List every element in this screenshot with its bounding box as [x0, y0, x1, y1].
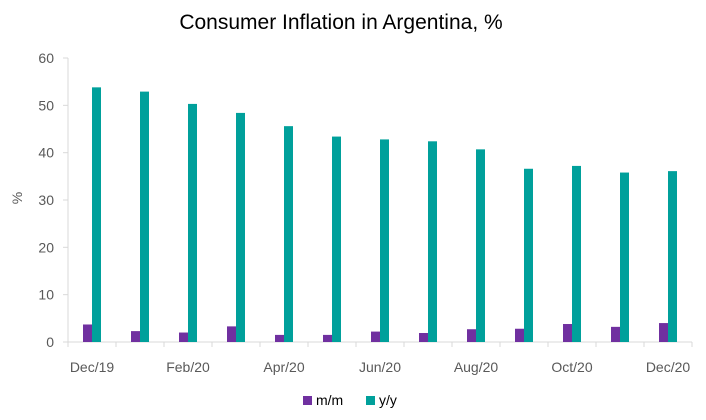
bar-yy: [188, 103, 197, 342]
bar-yy: [236, 112, 245, 342]
bar-mm: [179, 332, 188, 342]
bar-mm: [83, 324, 92, 342]
legend-swatch: [366, 396, 375, 405]
y-tick-label: 50: [38, 97, 54, 113]
x-tick-label: Dec/20: [646, 359, 691, 375]
y-tick-label: 60: [38, 50, 54, 66]
bars: [83, 87, 677, 343]
chart-title: Consumer Inflation in Argentina, %: [179, 11, 502, 34]
bar-mm: [131, 331, 140, 342]
y-tick-label: 20: [38, 239, 54, 255]
x-tick-label: Apr/20: [263, 359, 304, 375]
x-tick-label: Jun/20: [359, 359, 401, 375]
bar-mm: [323, 334, 332, 342]
y-tick-label: 10: [38, 287, 54, 303]
x-tick-label: Feb/20: [166, 359, 210, 375]
bar-mm: [275, 334, 284, 342]
x-tick-label: Dec/19: [70, 359, 115, 375]
x-tick-label: Oct/20: [551, 359, 592, 375]
legend-label: y/y: [379, 392, 397, 408]
y-axis: 0 10 20 30 40 50 60: [38, 50, 69, 350]
bar-mm: [227, 326, 236, 342]
bar-mm: [611, 326, 620, 342]
bar-yy: [92, 87, 101, 342]
bar-mm: [467, 329, 476, 342]
bar-yy: [380, 139, 389, 342]
legend: m/m y/y: [303, 392, 397, 408]
bar-yy: [476, 149, 485, 342]
bar-mm: [659, 323, 668, 342]
y-axis-label: %: [9, 192, 25, 204]
bar-yy: [140, 91, 149, 343]
bar-yy: [620, 172, 629, 342]
bar-yy: [284, 126, 293, 342]
y-tick-label: 40: [38, 145, 54, 161]
bar-mm: [419, 333, 428, 342]
bar-yy: [428, 141, 437, 342]
bar-yy: [524, 168, 533, 342]
x-axis: Dec/19 Feb/20 Apr/20 Jun/20 Aug/20 Oct/20 Dec/…: [67, 341, 693, 375]
bar-mm: [563, 324, 572, 342]
y-tick-label: 0: [46, 334, 54, 350]
bar-mm: [515, 328, 524, 342]
legend-label: m/m: [316, 392, 343, 408]
legend-swatch: [303, 396, 312, 405]
x-tick-label: Aug/20: [454, 359, 499, 375]
bar-yy: [668, 171, 677, 342]
y-tick-label: 30: [38, 192, 54, 208]
bar-yy: [572, 165, 581, 342]
bar-yy: [332, 136, 341, 342]
bar-mm: [371, 331, 380, 342]
